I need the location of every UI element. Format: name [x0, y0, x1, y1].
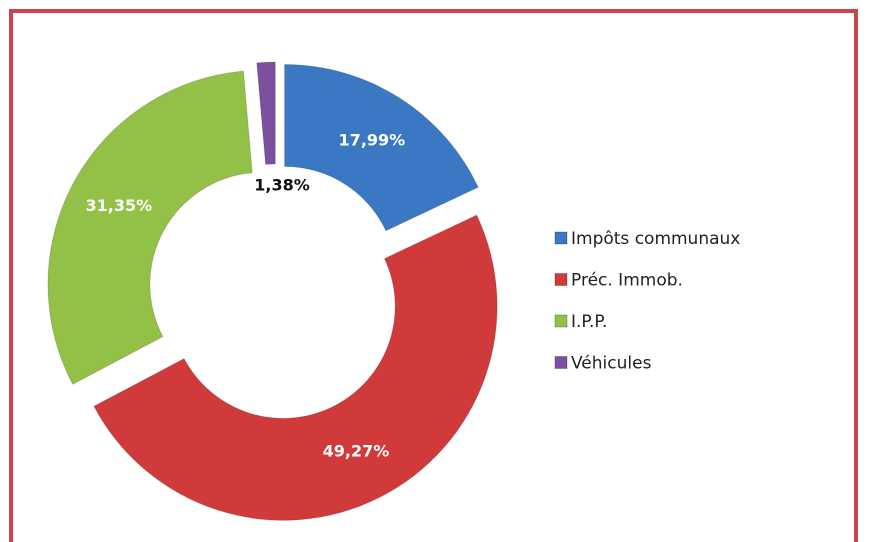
legend-swatch	[554, 231, 568, 245]
value-label: 31,35%	[86, 196, 153, 215]
legend-swatch	[554, 273, 568, 286]
legend-swatch	[554, 314, 568, 328]
legend-swatch	[554, 356, 568, 369]
value-label: 1,38%	[254, 176, 310, 195]
legend-label: I.P.P.	[571, 312, 607, 332]
donut-segment	[256, 61, 276, 165]
donut-segment	[284, 63, 479, 232]
legend-label: Préc. Immob.	[571, 271, 683, 291]
donut-segment	[47, 70, 253, 385]
value-label: 17,99%	[339, 130, 406, 149]
frame-border	[9, 9, 858, 542]
donut-segment	[93, 214, 498, 521]
legend-label: Impôts communaux	[571, 229, 740, 249]
value-label: 49,27%	[323, 442, 390, 461]
legend-label: Véhicules	[571, 354, 652, 374]
